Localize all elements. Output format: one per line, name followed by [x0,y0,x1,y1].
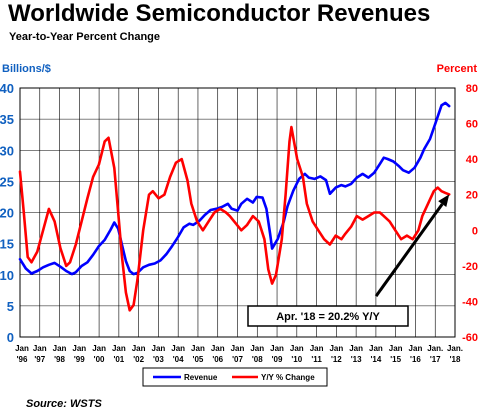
x-tick-month: Jan [389,344,403,353]
x-tick-year: '14 [371,355,382,364]
x-tick-month: Jan. [447,344,463,353]
x-tick-year: '01 [113,355,124,364]
x-tick-month: Jan [290,344,304,353]
x-tick-month: Jan [211,344,225,353]
x-tick-year: '02 [133,355,144,364]
x-tick-year: '96 [17,355,28,364]
x-tick-year: '03 [153,355,164,364]
annotation: Apr. '18 = 20.2% Y/Y [247,194,450,327]
chart-subtitle: Year-to-Year Percent Change [9,31,161,43]
x-tick-month: Jan [349,344,363,353]
left-tick-label: 5 [7,299,14,314]
x-tick-year: '05 [193,355,204,364]
series-group [18,101,451,312]
x-tick-month: Jan [191,344,205,353]
right-tick-label: 40 [466,154,478,166]
x-tick-month: Jan [270,344,284,353]
left-tick-label: 20 [0,206,14,221]
x-tick-month: Jan [171,344,185,353]
right-axis-label: Percent [437,63,478,75]
plot-area [19,87,456,338]
annotation-arrow [374,203,444,297]
x-tick-year: '15 [390,355,401,364]
x-tick-year: '16 [410,355,421,364]
x-tick-year: '17 [430,355,441,364]
left-tick-label: 40 [0,81,14,96]
x-tick-month: Jan [152,344,166,353]
x-tick-year: '09 [272,355,283,364]
x-tick-year: '98 [54,355,65,364]
chart-title: Worldwide Semiconductor Revenues [8,0,431,27]
x-tick-month: Jan [92,344,106,353]
left-tick-label: 15 [0,237,14,252]
series-line-yoy-change [18,125,451,312]
legend-label-yoy: Y/Y % Change [261,373,315,382]
x-tick-year: '18 [450,355,461,364]
x-tick-month: Jan [33,344,47,353]
x-tick-month: Jan [310,344,324,353]
x-tick-month: Jan [15,344,29,353]
x-tick-month: Jan [112,344,126,353]
left-tick-label: 10 [0,268,14,283]
annotation-box [247,305,409,327]
source-note: Source: WSTS [26,398,102,410]
x-tick-month: Jan [250,344,264,353]
left-axis-ticks: 0 5 10 15 20 25 30 35 40 [0,81,14,345]
x-tick-year: '10 [291,355,302,364]
right-axis-ticks: -60 -40 -20 0 20 40 60 80 [462,83,478,344]
left-tick-label: 30 [0,143,14,158]
x-tick-year: '08 [252,355,263,364]
legend: Revenue Y/Y % Change [142,367,328,387]
x-tick-year: '06 [212,355,223,364]
right-tick-label: -20 [462,261,478,273]
right-tick-label: -60 [462,332,478,344]
x-tick-year: '97 [34,355,45,364]
x-tick-month: Jan [72,344,86,353]
legend-label-revenue: Revenue [184,373,218,382]
right-tick-label: 0 [472,225,478,237]
x-tick-month: Jan [369,344,383,353]
x-tick-month: Jan [329,344,343,353]
x-tick-year: '11 [311,355,322,364]
x-tick-month: Jan [231,344,245,353]
x-tick-month: Jan [53,344,67,353]
x-tick-month: Jan [132,344,146,353]
x-tick-year: '13 [351,355,362,364]
x-tick-year: '12 [331,355,342,364]
right-tick-label: 20 [466,190,478,202]
grid [20,88,455,337]
x-axis-ticks: Jan '96 Jan '97 Jan '98 Jan '99 Jan '00 Jan '01 Jan '… [15,344,463,364]
x-tick-year: '99 [74,355,85,364]
left-tick-label: 0 [7,330,14,345]
right-tick-label: -40 [462,296,478,308]
series-line-revenue [18,101,451,276]
x-tick-year: '07 [232,355,243,364]
x-tick-year: '04 [173,355,184,364]
x-tick-month: Jan [409,344,423,353]
x-tick-year: '00 [94,355,105,364]
right-tick-label: 80 [466,83,478,95]
x-tick-month: Jan. [427,344,443,353]
left-tick-label: 35 [0,112,14,127]
annotation-arrowhead [438,194,450,208]
right-tick-label: 60 [466,119,478,131]
annotation-text: Apr. '18 = 20.2% Y/Y [276,311,380,323]
left-axis-label: Billions/$ [2,63,51,75]
left-tick-label: 25 [0,174,14,189]
